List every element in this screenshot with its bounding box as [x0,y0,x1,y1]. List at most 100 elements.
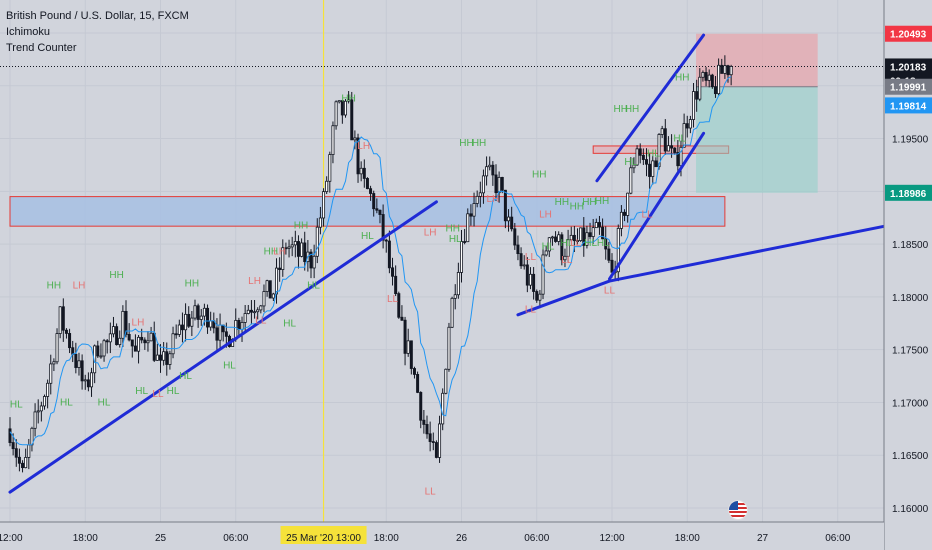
candle-body [328,154,332,182]
indicator-ichimoku[interactable]: Ichimoku [6,26,51,38]
candle-body [77,360,81,368]
swing-label: HH [264,247,278,258]
candle-body [381,214,385,241]
indicator-trend-counter[interactable]: Trend Counter [6,42,77,54]
candle-body [460,241,463,273]
candle-body [162,351,166,361]
candle-body [491,164,495,176]
swing-label: LL [152,389,164,400]
trendline[interactable] [607,176,932,283]
candle-body [343,100,347,116]
trendline[interactable] [8,200,438,494]
candle-body [469,213,473,217]
candle-body [96,345,100,357]
candle-body [155,354,159,361]
candle-body [52,361,56,365]
swing-label: LH [424,228,437,239]
candle-body [660,128,664,135]
candle-body [550,236,554,239]
time-tick-label: 12:00 [0,533,23,544]
swing-label: HL [647,149,660,160]
candle-body [372,193,376,210]
candle-body [688,119,692,129]
time-tick-label: 18:00 [374,533,399,544]
candle-body [560,234,564,261]
candle-body [431,441,435,443]
candle-body [591,227,595,237]
us-flag-icon[interactable] [728,500,748,520]
candle-body [701,72,705,78]
trendline[interactable] [595,33,706,183]
swing-label: HL [60,398,73,409]
candle-body [723,65,727,74]
candle-body [105,340,109,343]
symbol-title[interactable]: British Pound / U.S. Dollar, 15, FXCM [6,10,189,22]
swing-label: HH [459,138,473,149]
candle-body [149,332,153,342]
candle-body [8,428,12,443]
candle-body [171,333,175,355]
candle-body [682,123,686,148]
swing-label: HH [675,73,689,84]
candle-body [638,148,642,156]
candle-body [657,134,661,168]
candle-body [296,241,300,257]
price-tick-label: 1.18000 [892,293,929,304]
candle-body [478,192,482,197]
price-label: 1.20493 [890,30,927,41]
swing-label: LL [525,252,537,263]
candle-body [284,247,288,250]
candle-body [271,293,275,299]
candle-body [588,232,592,237]
candle-body [190,317,194,327]
candle-body [676,152,680,167]
swing-label: LL [425,486,437,497]
candle-body [196,305,200,320]
candle-body [566,239,570,257]
swing-label: LH [248,276,261,287]
trendline[interactable] [516,279,611,317]
candle-body [49,363,53,384]
candle-body [36,410,40,413]
price-tick-label: 1.19500 [892,135,929,146]
candle-body [651,160,655,177]
candle-body [33,411,37,429]
candle-body [21,462,25,469]
candle-body [177,324,181,335]
candle-body [215,327,219,341]
ichimoku-line [9,76,732,446]
swing-label: HH [555,197,569,208]
swing-label: LL [561,255,573,266]
candle-body [582,227,586,246]
candle-body [569,234,573,241]
candle-body [356,137,360,175]
candle-body [193,305,197,319]
candle-body [58,306,62,334]
candle-body [710,74,714,88]
candle-body [124,310,128,335]
swing-label: HL [560,238,573,249]
candle-body [42,396,46,407]
candle-body [300,242,304,257]
candle-body [532,273,536,292]
swing-label: HL [283,318,296,329]
candle-body [704,72,708,81]
candle-body [64,329,68,334]
candle-body [572,234,576,242]
candle-body [318,217,322,228]
candle-body [397,293,401,318]
candle-body [359,167,363,175]
swing-label: HL [584,238,597,249]
candle-body [265,280,269,292]
candle-body [184,313,188,331]
time-axis[interactable] [0,522,884,550]
price-label-bg [885,25,932,42]
candle-body [99,355,103,358]
candle-body [698,76,702,100]
crosshair-time-label: 25 Mar '20 13:00 [286,533,361,544]
candle-body [607,248,611,261]
trendline[interactable] [607,131,706,281]
candle-body [497,176,501,194]
